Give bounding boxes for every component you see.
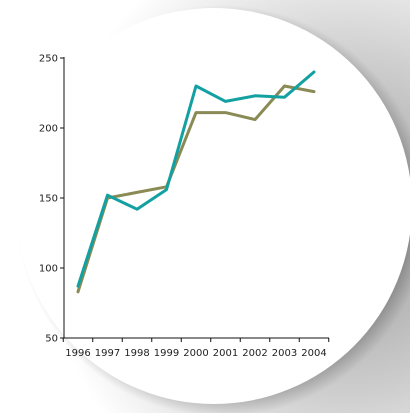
series-layer [76, 70, 316, 294]
x-tick-label: 1999 [154, 348, 179, 359]
y-tick-label: 50 [45, 334, 58, 345]
y-tick-label: 200 [39, 124, 58, 135]
y-tick-label: 250 [39, 54, 58, 65]
x-tick-label: 1996 [65, 348, 90, 359]
x-tick-label: 1997 [95, 348, 120, 359]
x-tick-label: 2000 [183, 348, 208, 359]
x-tick-label: 1998 [124, 348, 149, 359]
x-tick-label: 2003 [272, 348, 297, 359]
axes: 50 100 150 200 250 1996 1997 1998 1999 2000 2001 20… [39, 54, 330, 359]
y-tick-label: 100 [39, 264, 58, 275]
x-tick-label: 2004 [301, 348, 326, 359]
x-tick-label: 2001 [213, 348, 238, 359]
y-tick-label: 150 [39, 194, 58, 205]
x-tick-label: 2002 [242, 348, 267, 359]
chart-disc [16, 8, 410, 404]
